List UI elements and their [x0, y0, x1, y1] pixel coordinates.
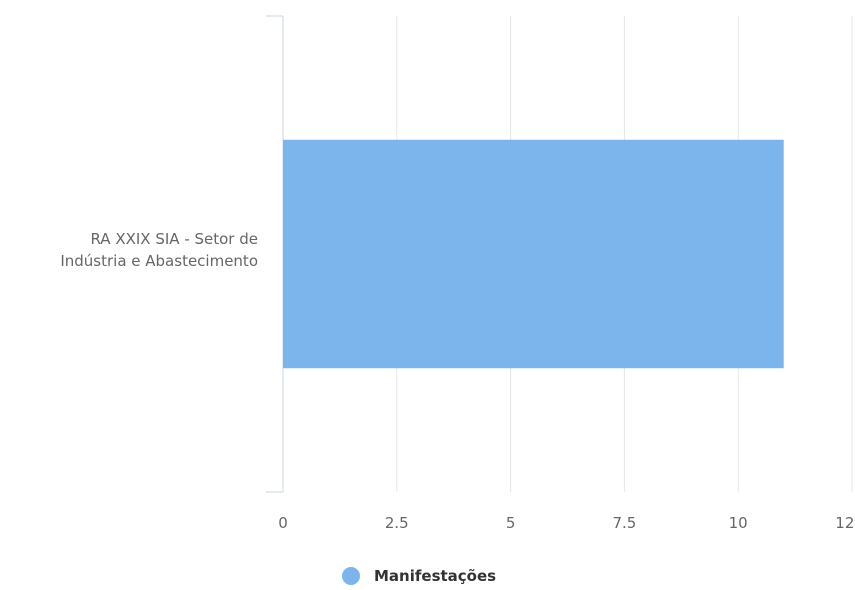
x-tick-label: 2.5 [385, 514, 409, 532]
x-tick-label: 10 [729, 514, 748, 532]
legend-symbol [342, 567, 360, 585]
x-axis-tick-labels: 0 2.5 5 7.5 10 12.5 [278, 514, 855, 532]
legend-label[interactable]: Manifestações [374, 567, 497, 585]
category-label-line-2: Indústria e Abastecimento [60, 252, 258, 270]
bar[interactable] [283, 139, 784, 369]
category-axis [266, 15, 284, 493]
legend[interactable]: Manifestações [342, 566, 496, 586]
category-label-line-1: RA XXIX SIA - Setor de [90, 230, 258, 248]
category-label: RA XXIX SIA - Setor de Indústria e Abast… [0, 228, 258, 272]
x-tick-label: 5 [506, 514, 516, 532]
x-tick-label: 12.5 [835, 514, 855, 532]
x-tick-label: 7.5 [612, 514, 636, 532]
x-tick-label: 0 [278, 514, 288, 532]
bar-series [283, 139, 784, 369]
